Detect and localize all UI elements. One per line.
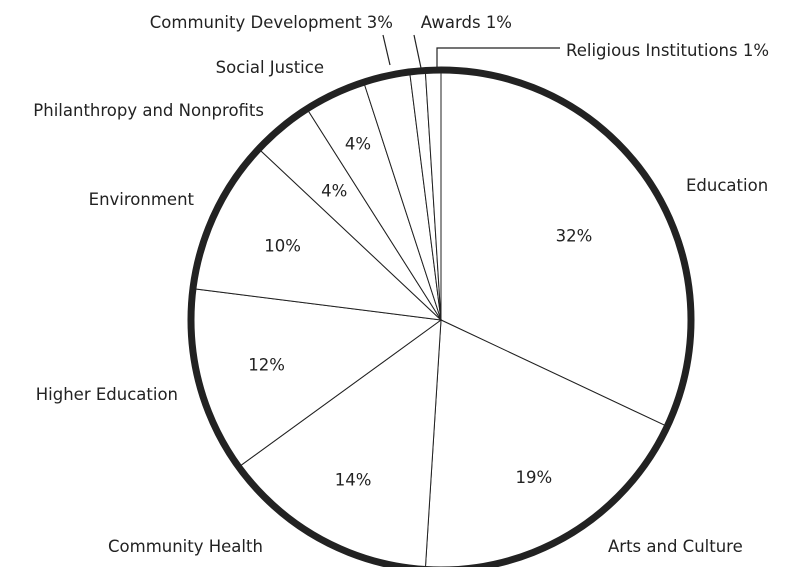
label-religious-institutions: Religious Institutions 1% [566, 41, 769, 60]
label-arts-and-culture: Arts and Culture [608, 537, 743, 556]
label-philanthropy-and-nonprofits: Philanthropy and Nonprofits [33, 101, 264, 120]
label-social-justice: Social Justice [216, 58, 324, 77]
pie-slices [190, 69, 692, 567]
label-higher-education: Higher Education [36, 385, 178, 404]
leader-lines [382, 34, 560, 69]
percent-environment: 10% [264, 236, 301, 255]
slice-labels: Education 32% Arts and Culture 19% Community… [33, 13, 769, 556]
leader-awards [413, 34, 422, 69]
label-awards: Awards 1% [421, 13, 512, 32]
percent-higher-education: 12% [248, 356, 285, 375]
percent-education: 32% [556, 226, 593, 245]
percent-social-justice: 4% [345, 134, 371, 153]
percent-arts-and-culture: 19% [516, 468, 553, 487]
pie-outline [187, 66, 695, 567]
label-community-development: Community Development 3% [150, 13, 393, 32]
leader-religious-institutions [436, 47, 560, 69]
percent-community-health: 14% [335, 471, 372, 490]
label-environment: Environment [89, 190, 195, 209]
leader-community-development [382, 34, 391, 66]
label-education: Education [686, 176, 768, 195]
label-community-health: Community Health [108, 537, 263, 556]
percent-philanthropy-and-nonprofits: 4% [321, 182, 347, 201]
